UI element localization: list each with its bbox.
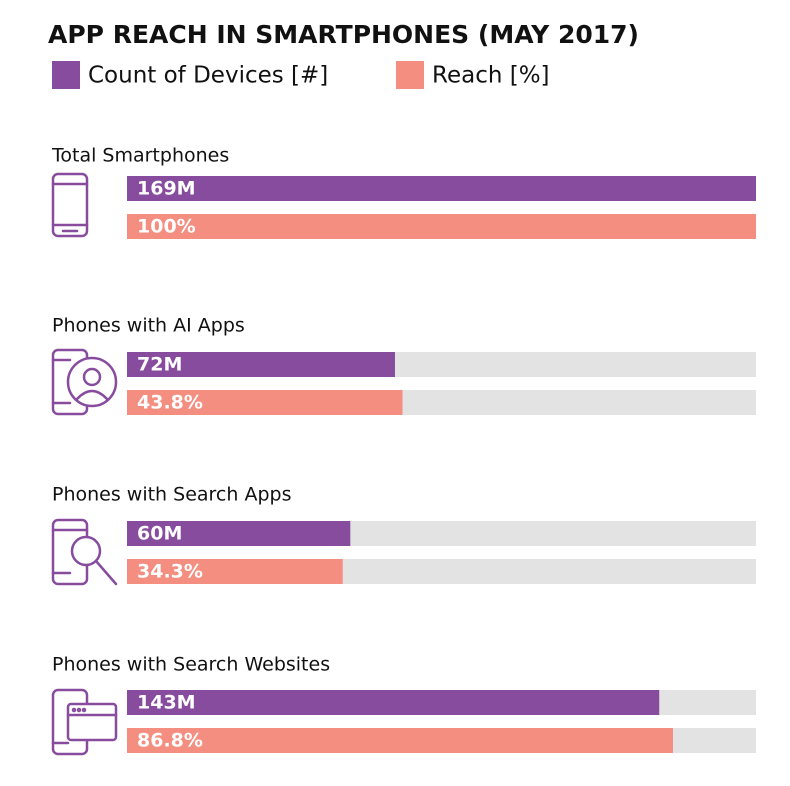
bar: [127, 521, 351, 546]
bar: [127, 352, 395, 377]
bar: [127, 690, 660, 715]
category-label: Phones with Search Websites: [52, 654, 330, 676]
category-label: Phones with Search Apps: [52, 484, 291, 506]
bar: [127, 176, 756, 201]
icon-ai-phone: [51, 348, 118, 416]
icon-phone: [51, 172, 89, 238]
bar: [127, 390, 403, 415]
bar: [127, 214, 756, 239]
chart-title: APP REACH IN SMARTPHONES (MAY 2017): [48, 20, 639, 49]
legend-label: Count of Devices [#]: [88, 63, 328, 89]
value-label: 143M: [137, 692, 196, 714]
legend-label: Reach [%]: [432, 63, 550, 89]
legend-swatch: [52, 61, 80, 89]
category-label: Phones with AI Apps: [52, 315, 245, 337]
value-label: 34.3%: [137, 561, 203, 583]
icon-search-phone: [51, 518, 118, 586]
icon-web-phone: [51, 688, 118, 756]
legend-swatch: [396, 61, 424, 89]
value-label: 169M: [137, 178, 196, 200]
value-label: 60M: [137, 523, 182, 545]
value-label: 100%: [137, 216, 196, 238]
value-label: 72M: [137, 354, 182, 376]
value-label: 86.8%: [137, 730, 203, 752]
bar: [127, 559, 343, 584]
bar: [127, 728, 673, 753]
value-label: 43.8%: [137, 392, 203, 414]
category-label: Total Smartphones: [51, 145, 229, 167]
